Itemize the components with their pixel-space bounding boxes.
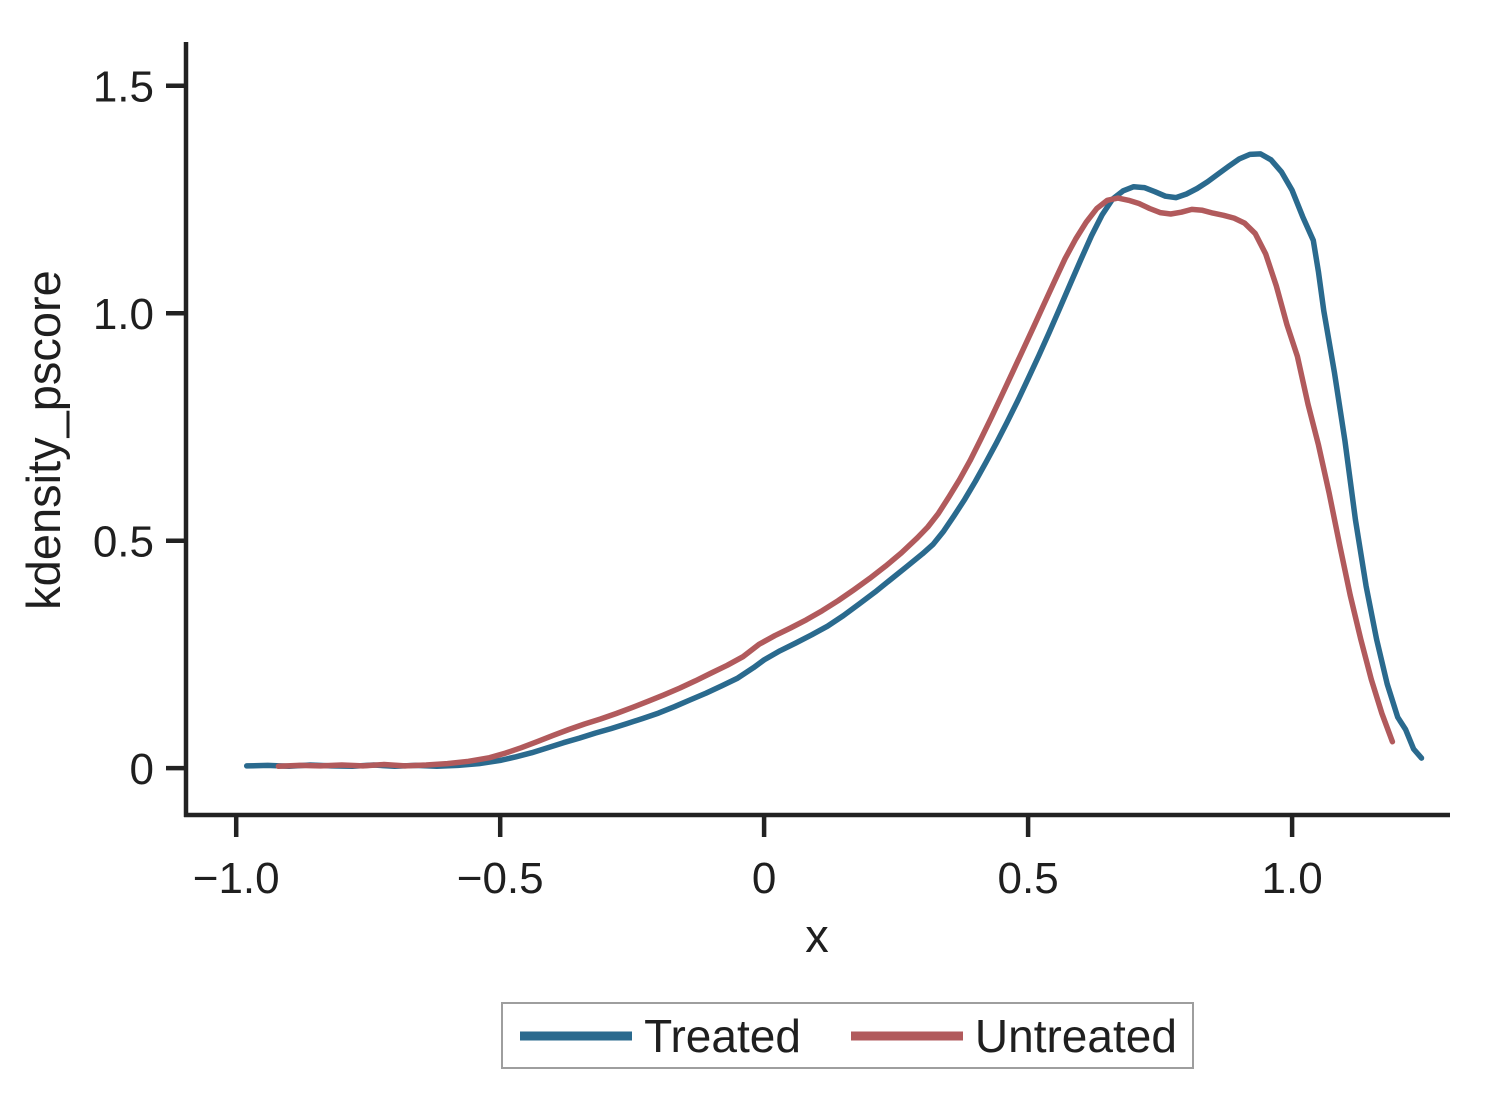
x-axis-title: x [805, 909, 829, 962]
x-tick-label: 0.5 [998, 854, 1059, 903]
y-axis-ticks: 0 0.5 1.0 1.5 [93, 63, 186, 794]
legend-label-untreated: Untreated [974, 1009, 1177, 1062]
x-tick-label: 0 [752, 854, 776, 903]
x-tick-label: −1.0 [193, 854, 280, 903]
legend-box: Treated Untreated [501, 1002, 1194, 1069]
x-tick-label: 1.0 [1262, 854, 1323, 903]
series-lines [243, 151, 1425, 770]
y-tick-label: 0.5 [93, 518, 154, 567]
untreated-line-sample-icon [850, 1031, 963, 1040]
series-line-untreated [275, 195, 1396, 770]
x-axis-ticks: −1.0 −0.5 0 0.5 1.0 [193, 815, 1323, 903]
legend-label-treated: Treated [644, 1009, 801, 1062]
legend-item-untreated: Untreated [849, 1013, 1177, 1059]
legend-item-treated: Treated [518, 1013, 801, 1059]
treated-line-sample-icon [520, 1031, 633, 1040]
y-tick-label: 1.0 [93, 290, 154, 339]
x-tick-label: −0.5 [457, 854, 544, 903]
y-axis-title: kdensity_pscore [17, 270, 70, 610]
y-tick-label: 1.5 [93, 63, 154, 112]
y-tick-label: 0 [130, 745, 154, 794]
series-line-treated [243, 151, 1425, 770]
